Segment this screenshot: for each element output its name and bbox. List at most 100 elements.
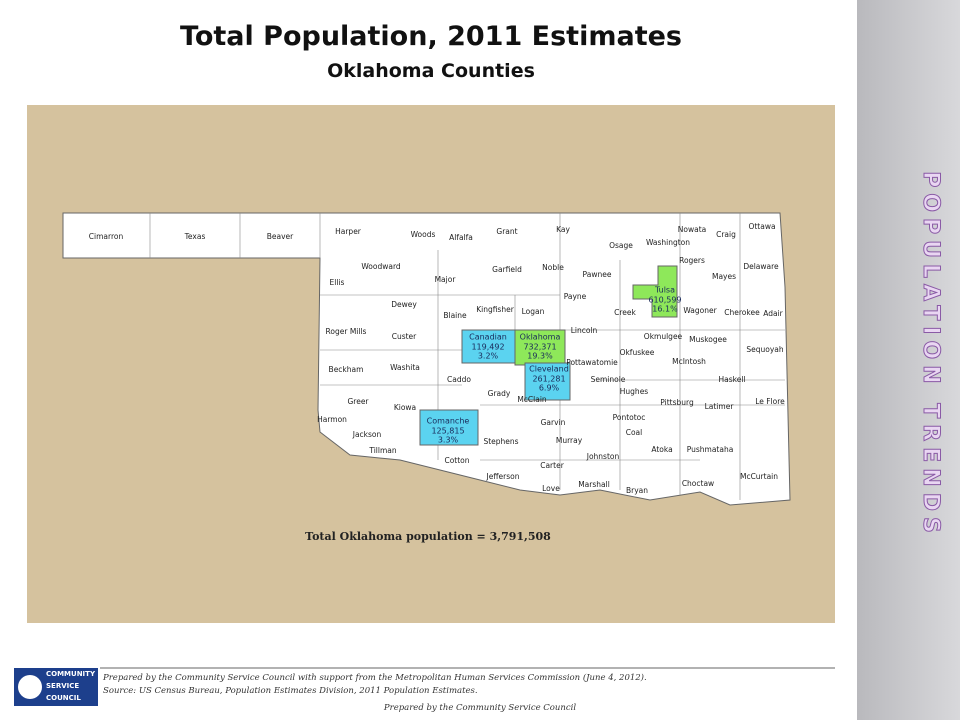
county-label: Blaine xyxy=(443,311,467,320)
footer-source: Source: US Census Bureau, Population Est… xyxy=(103,686,478,696)
county-highlight xyxy=(514,329,566,366)
highlight-name: Canadian xyxy=(469,333,507,342)
highlight-name: Tulsa xyxy=(654,286,675,295)
county-label: Pushmataha xyxy=(687,445,734,454)
logo-text: COMMUNITY xyxy=(46,670,96,678)
county-label: Coal xyxy=(626,428,643,437)
county-label: Jefferson xyxy=(486,472,520,481)
logo: COMMUNITY SERVICE COUNCIL xyxy=(14,668,98,706)
county-label: Choctaw xyxy=(682,479,714,488)
county-label: Seminole xyxy=(591,375,626,384)
state-outline xyxy=(62,212,791,506)
highlight-population: 119,492 xyxy=(471,343,504,352)
county-label: Washita xyxy=(390,363,420,372)
prepared-by: Prepared by the Community Service Counci… xyxy=(383,703,576,713)
county-label: Alfalfa xyxy=(449,233,473,242)
highlight-share: 6.9% xyxy=(539,384,560,393)
county-label: Caddo xyxy=(447,375,471,384)
county-label: Pawnee xyxy=(583,270,612,279)
county-label: Atoka xyxy=(651,445,672,454)
county-label: Sequoyah xyxy=(746,345,784,354)
logo-text: COUNCIL xyxy=(46,694,81,702)
county-label: Kiowa xyxy=(394,403,416,412)
county-label: Bryan xyxy=(626,486,648,495)
county-label: Kingfisher xyxy=(476,305,515,314)
county-label: Harper xyxy=(335,227,362,236)
highlight-name: Comanche xyxy=(427,417,470,426)
county-label: Le Flore xyxy=(755,397,785,406)
county-label: Lincoln xyxy=(571,326,598,335)
county-label: Roger Mills xyxy=(326,327,367,336)
county-label: Garfield xyxy=(492,265,522,274)
county-label: McIntosh xyxy=(672,357,706,366)
county-label: Washington xyxy=(646,238,690,247)
county-label: Noble xyxy=(542,263,564,272)
county-highlight xyxy=(632,265,678,318)
subtitle: Oklahoma Counties xyxy=(327,60,535,82)
county-label: McCurtain xyxy=(740,472,778,481)
county-label: Nowata xyxy=(678,225,706,234)
county-label: Mayes xyxy=(712,272,736,281)
county-label: Stephens xyxy=(483,437,518,446)
title: Total Population, 2011 Estimates xyxy=(180,21,682,52)
county-label: Harmon xyxy=(317,415,347,424)
highlight-population: 732,371 xyxy=(523,343,556,352)
highlight-share: 3.2% xyxy=(478,352,499,361)
county-label: Texas xyxy=(184,232,206,241)
county-label: Kay xyxy=(556,225,570,234)
county-label: Hughes xyxy=(620,387,649,396)
county-label: Greer xyxy=(347,397,369,406)
county-label: Johnston xyxy=(586,452,620,461)
county-label: Wagoner xyxy=(683,306,717,315)
county-highlight xyxy=(524,362,571,401)
county-label: Murray xyxy=(556,436,583,445)
county-label: Delaware xyxy=(743,262,779,271)
county-label: Carter xyxy=(540,461,564,470)
county-label: Okfuskee xyxy=(620,348,655,357)
highlight-population: 610,599 xyxy=(648,296,681,305)
county-label: Woodward xyxy=(361,262,401,271)
highlight-name: Cleveland xyxy=(529,365,569,374)
county-label: Okmulgee xyxy=(644,332,683,341)
county-label: Woods xyxy=(411,230,436,239)
county-label: Rogers xyxy=(679,256,705,265)
county-label: Custer xyxy=(392,332,417,341)
county-highlight xyxy=(419,409,479,446)
highlight-name: Oklahoma xyxy=(520,333,561,342)
county-label: Garvin xyxy=(541,418,566,427)
footer-note: Prepared by the Community Service Counci… xyxy=(102,672,647,683)
highlight-share: 3.3% xyxy=(438,436,459,445)
county-label: Muskogee xyxy=(689,335,727,344)
county-label: Payne xyxy=(564,292,587,301)
highlight-population: 125,815 xyxy=(431,427,464,436)
county-label: Pottawatomie xyxy=(566,358,618,367)
county-label: Cimarron xyxy=(89,232,124,241)
county-label: Haskell xyxy=(718,375,745,384)
county-label: Dewey xyxy=(391,300,417,309)
county-label: Grady xyxy=(488,389,511,398)
county-label: Creek xyxy=(614,308,636,317)
side-title: POPULATION TRENDS xyxy=(918,171,943,539)
county-label: Ottawa xyxy=(748,222,775,231)
county-label: Adair xyxy=(763,309,783,318)
county-label: Craig xyxy=(716,230,736,239)
logo-mark xyxy=(18,675,42,699)
county-label: Pittsburg xyxy=(660,398,694,407)
county-label: Pontotoc xyxy=(613,413,646,422)
county-label: Osage xyxy=(609,241,633,250)
side-strip xyxy=(857,0,960,720)
county-label: Cotton xyxy=(444,456,469,465)
county-label: Latimer xyxy=(705,402,735,411)
county-label: Ellis xyxy=(330,278,345,287)
county-label: Tillman xyxy=(368,446,397,455)
county-label: Jackson xyxy=(352,430,382,439)
logo-text: SERVICE xyxy=(46,682,79,690)
county-label: Cherokee xyxy=(724,308,760,317)
county-label: Beaver xyxy=(267,232,294,241)
highlight-share: 16.1% xyxy=(652,305,678,314)
county-label: McClain xyxy=(517,395,547,404)
county-label: Logan xyxy=(522,307,545,316)
county-label: Major xyxy=(435,275,457,284)
county-label: Beckham xyxy=(329,365,364,374)
